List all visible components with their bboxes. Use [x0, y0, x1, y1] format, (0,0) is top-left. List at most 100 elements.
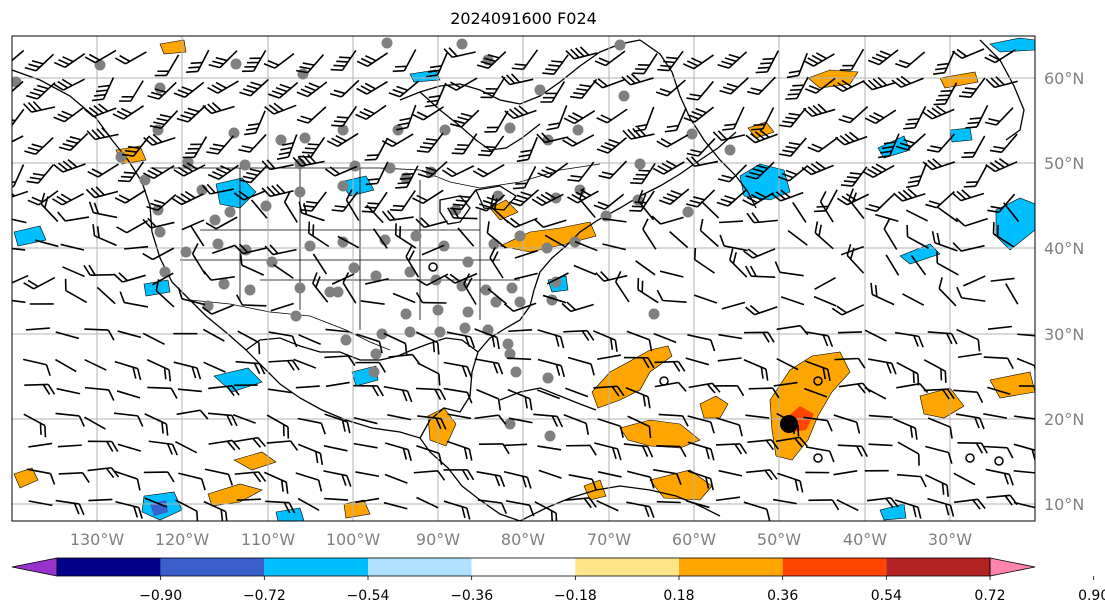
wind-barb — [1013, 501, 1035, 509]
wind-barb — [936, 251, 959, 276]
wind-barb — [181, 219, 205, 231]
wind-barb — [124, 245, 149, 250]
wind-barb — [114, 189, 147, 204]
colorbar-extend-max — [989, 557, 1036, 577]
wind-barb — [331, 105, 358, 127]
negative-field-region — [339, 175, 375, 197]
wind-barb — [417, 362, 441, 386]
wind-barb — [536, 389, 560, 400]
wind-barb — [421, 244, 445, 256]
wind-barb — [211, 244, 236, 255]
wind-barb — [508, 328, 533, 333]
gray-dot-marker — [209, 214, 221, 226]
wind-barb — [956, 286, 986, 302]
wind-barb — [805, 446, 835, 463]
wind-barb — [201, 183, 234, 195]
gray-dot-marker — [510, 366, 522, 378]
wind-barb — [202, 102, 235, 115]
wind-barb — [173, 81, 205, 99]
wind-barb — [443, 469, 475, 481]
latitude-label: 30°N — [1044, 325, 1084, 344]
wind-barb — [787, 230, 808, 246]
wind-barb — [201, 304, 235, 315]
wind-barb — [503, 302, 537, 313]
wind-barb — [208, 50, 238, 69]
wind-barb — [298, 201, 325, 222]
wind-barb — [449, 189, 477, 211]
wind-barb — [602, 243, 626, 251]
wind-barb — [892, 418, 918, 440]
wind-barb — [146, 359, 172, 382]
wind-barb — [592, 78, 626, 89]
wind-barb — [987, 193, 1016, 214]
wind-barb — [715, 496, 740, 502]
wind-barb — [489, 247, 504, 279]
wind-barb — [808, 499, 840, 511]
wind-barb — [566, 444, 597, 456]
wind-barb — [25, 327, 50, 331]
wind-barb — [780, 296, 805, 306]
wind-barb — [295, 472, 323, 492]
wind-barb — [626, 501, 655, 518]
colorbar-tick-label: −0.18 — [554, 588, 597, 604]
wind-barb — [445, 77, 478, 91]
wind-barb — [537, 162, 569, 179]
wind-barb — [143, 133, 176, 146]
wind-barb — [384, 473, 408, 484]
negative-field-region — [409, 69, 441, 83]
wind-barb — [717, 51, 748, 69]
gray-dot-marker — [504, 348, 516, 360]
wind-barb — [958, 77, 986, 99]
wind-barb — [651, 215, 684, 225]
wind-barb — [848, 188, 865, 219]
wind-barb — [719, 220, 744, 224]
wind-barb — [355, 471, 380, 478]
colorbar-tick-label: 0.54 — [871, 588, 902, 604]
colorbar-bin — [264, 558, 368, 576]
wind-barb — [687, 415, 715, 434]
gray-dot-marker — [614, 39, 626, 51]
wind-barb — [24, 383, 56, 395]
wind-barb — [568, 474, 598, 491]
wind-barb — [926, 133, 956, 153]
wind-barb — [241, 49, 267, 73]
gray-dot-marker — [682, 206, 694, 218]
wind-barb — [325, 328, 350, 333]
wind-barb — [831, 304, 865, 316]
wind-barb — [206, 135, 235, 155]
wind-barb — [985, 76, 1018, 89]
wind-barb — [951, 48, 985, 59]
wind-barb — [244, 110, 266, 136]
wind-barb — [387, 414, 412, 421]
wind-barb — [777, 472, 804, 493]
colorbar-bin — [575, 558, 679, 576]
wind-barb — [596, 137, 628, 154]
wind-barb — [23, 276, 56, 290]
wind-barb — [58, 132, 89, 152]
wind-barb — [58, 472, 90, 483]
wind-barb — [238, 133, 267, 153]
wind-barb — [12, 164, 25, 189]
wind-barb — [627, 415, 652, 439]
wind-barbs-layer — [12, 46, 1035, 521]
wind-barb — [504, 105, 537, 120]
wind-barb — [989, 133, 1018, 154]
gray-dot-marker — [514, 296, 526, 308]
wind-barb — [412, 106, 444, 121]
wind-barb — [92, 224, 117, 247]
wind-barb — [149, 110, 179, 129]
wind-barb — [12, 274, 29, 287]
wind-barb — [592, 330, 618, 352]
wind-barb — [785, 76, 809, 100]
wind-barb — [718, 469, 743, 477]
wind-barb — [87, 163, 119, 178]
wind-barb — [693, 294, 718, 304]
wind-barb — [236, 294, 267, 307]
wind-barb — [632, 52, 658, 75]
wind-barb — [922, 158, 956, 171]
wind-barb — [394, 223, 417, 249]
gray-dot-marker — [456, 38, 468, 50]
wind-barb — [512, 166, 537, 190]
wind-barb — [626, 470, 655, 489]
wind-barb — [933, 82, 958, 106]
